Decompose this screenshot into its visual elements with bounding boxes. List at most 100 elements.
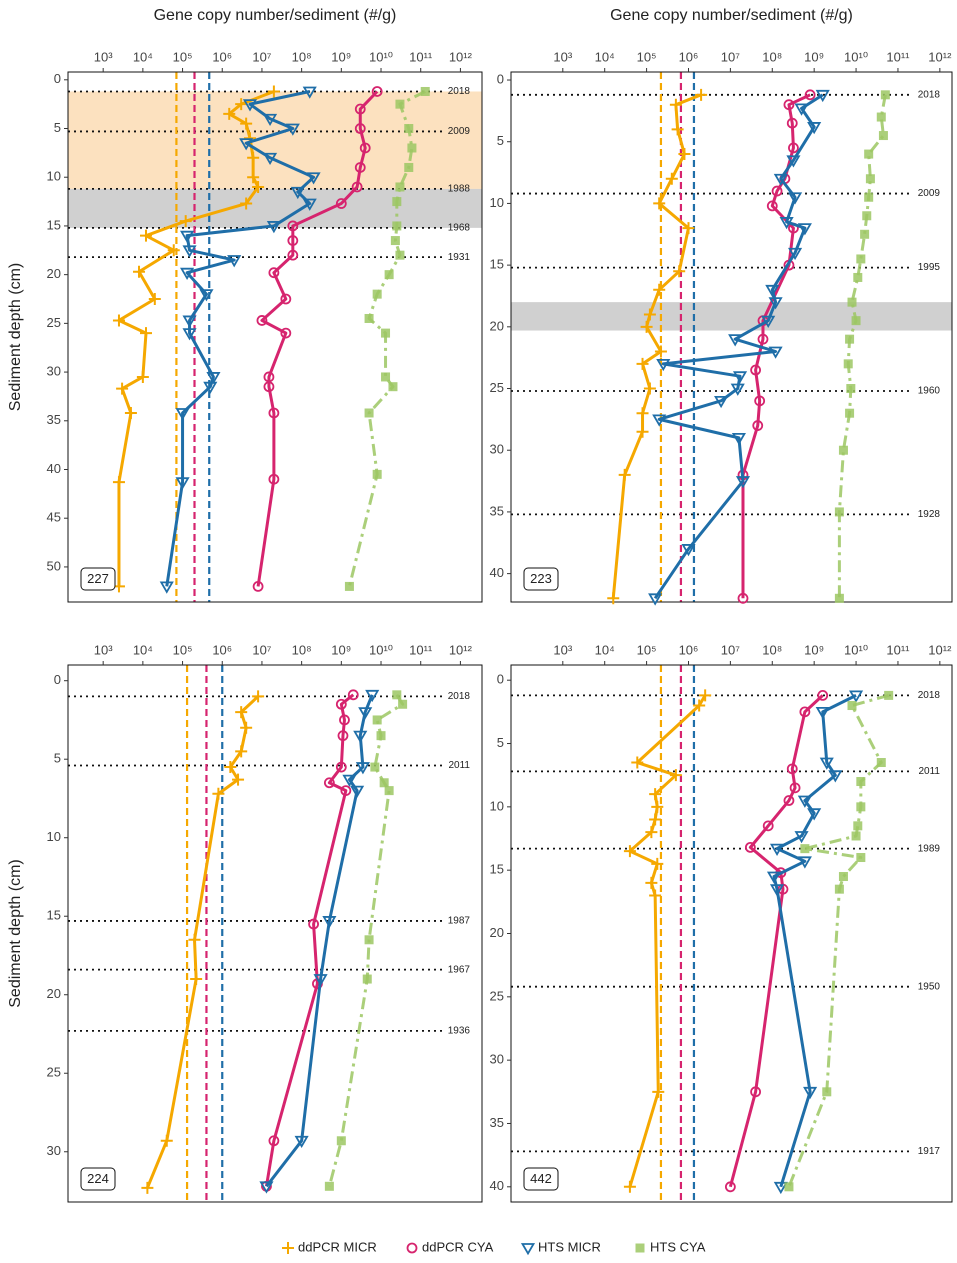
marker-shape — [263, 381, 275, 393]
marker-shape — [786, 117, 798, 129]
marker — [390, 236, 400, 246]
marker — [678, 148, 691, 161]
marker-shape — [335, 761, 347, 773]
marker — [247, 171, 260, 184]
marker — [865, 174, 875, 184]
lake-label: 442 — [530, 1171, 552, 1186]
series-line — [741, 93, 811, 599]
y-tick-label: 30 — [47, 1143, 61, 1158]
marker-shape — [355, 762, 370, 775]
marker — [838, 872, 848, 882]
y-tick-label: 25 — [47, 1065, 61, 1080]
marker-shape — [728, 334, 743, 347]
marker-shape — [786, 155, 801, 168]
marker — [252, 180, 265, 193]
marker — [239, 138, 254, 151]
marker — [682, 222, 695, 235]
marker-shape — [819, 757, 834, 770]
marker — [268, 1135, 280, 1147]
marker — [786, 763, 798, 775]
x-tick-label: 10⁷ — [252, 642, 271, 657]
marker — [732, 371, 748, 384]
marker-shape — [175, 477, 190, 490]
marker — [744, 841, 756, 853]
marker — [695, 88, 708, 101]
marker — [769, 843, 785, 856]
marker — [355, 762, 370, 775]
marker — [631, 756, 644, 769]
marker — [179, 215, 192, 228]
marker — [653, 197, 666, 210]
marker — [769, 884, 785, 897]
marker-shape — [268, 267, 280, 279]
plot-area — [511, 665, 952, 1202]
marker-shape — [732, 371, 748, 384]
marker-shape — [252, 180, 265, 193]
marker-shape — [206, 372, 221, 385]
marker-shape — [807, 808, 822, 821]
legend-label: ddPCR MICR — [298, 1239, 377, 1254]
marker — [783, 99, 795, 111]
marker — [845, 334, 855, 344]
marker-shape — [784, 1182, 794, 1192]
marker — [860, 229, 870, 239]
marker-shape — [112, 476, 125, 489]
y-tick-label: 15 — [47, 217, 61, 232]
marker-shape — [648, 593, 663, 606]
x-tick-label: 10¹¹ — [886, 49, 910, 64]
marker — [372, 715, 382, 725]
marker — [133, 265, 146, 278]
x-axis-title: Gene copy number/sediment (#/g) — [154, 7, 397, 24]
marker-shape — [769, 884, 785, 897]
marker-shape — [235, 706, 248, 719]
marker-shape — [645, 826, 658, 839]
marker — [359, 142, 371, 154]
marker-shape — [783, 99, 795, 111]
marker-shape — [752, 420, 764, 431]
y-tick-label: 10 — [47, 169, 61, 184]
marker-shape — [623, 845, 636, 858]
marker — [362, 974, 372, 984]
marker-shape — [112, 314, 125, 327]
marker — [285, 123, 300, 136]
marker-shape — [359, 142, 371, 154]
marker-shape — [851, 831, 861, 841]
marker — [381, 328, 391, 338]
plot-area — [68, 665, 482, 1202]
marker-shape — [768, 346, 783, 359]
date-label: 2009 — [918, 188, 941, 199]
marker-shape — [846, 384, 856, 394]
marker-shape — [240, 117, 253, 130]
marker — [141, 1181, 154, 1194]
marker-shape — [247, 151, 260, 164]
marker — [665, 172, 678, 185]
marker — [856, 802, 866, 812]
marker — [354, 103, 366, 115]
marker-shape — [843, 359, 853, 369]
marker-shape — [815, 706, 830, 720]
marker-shape — [350, 785, 365, 798]
marker — [224, 761, 237, 774]
marker-shape — [856, 777, 866, 787]
marker-shape — [636, 425, 649, 438]
marker — [235, 706, 248, 719]
marker — [376, 731, 386, 741]
marker — [645, 826, 658, 839]
series-line — [653, 93, 824, 600]
marker-shape — [335, 198, 347, 209]
marker — [263, 381, 275, 393]
marker-shape — [268, 407, 280, 419]
marker — [280, 327, 292, 339]
marker-shape — [182, 315, 197, 328]
marker-shape — [372, 469, 382, 479]
marker — [649, 813, 662, 826]
marker-shape — [262, 152, 278, 166]
marker-shape — [239, 138, 254, 151]
marker — [853, 272, 863, 282]
y-tick-label: 40 — [490, 1178, 504, 1193]
marker-shape — [381, 372, 391, 382]
marker — [864, 149, 874, 159]
marker-shape — [862, 211, 872, 221]
marker-shape — [834, 507, 844, 517]
marker — [242, 99, 258, 112]
